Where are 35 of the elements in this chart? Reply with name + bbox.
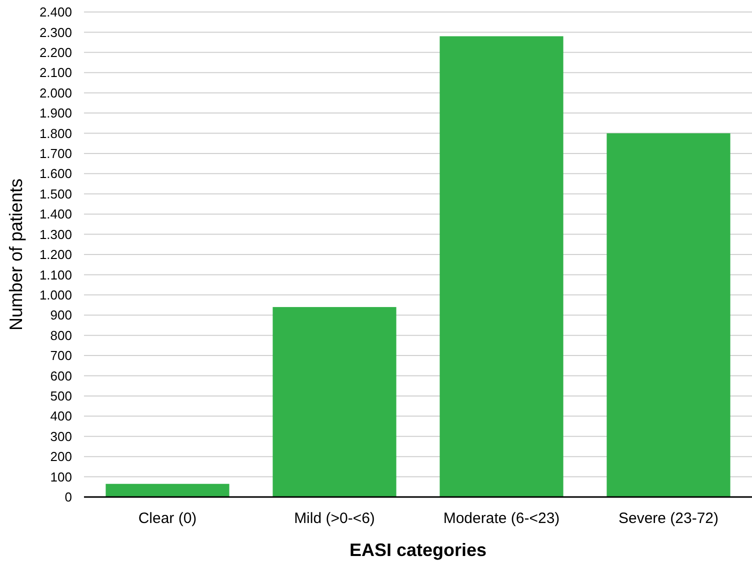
y-tick-label: 1.400 <box>39 206 72 222</box>
y-tick-label: 500 <box>50 388 72 404</box>
y-tick-label: 2.400 <box>39 4 72 20</box>
y-tick-label: 1.000 <box>39 287 72 302</box>
y-tick-label: 900 <box>50 308 72 323</box>
y-tick-label: 1.200 <box>39 247 72 262</box>
bar <box>272 307 396 497</box>
y-tick-label: 1.500 <box>39 186 72 202</box>
y-tick-label: 1.900 <box>39 106 72 121</box>
y-tick-label: 1.300 <box>39 226 72 242</box>
y-tick-label: 200 <box>50 449 72 464</box>
x-tick-label: Mild (>0-<6) <box>294 510 375 527</box>
y-tick-label: 1.800 <box>39 126 72 141</box>
y-tick-label: 800 <box>50 328 72 343</box>
x-tick-label: Clear (0) <box>138 510 197 527</box>
y-axis-title: Number of patients <box>6 178 26 331</box>
bar <box>606 133 730 497</box>
y-tick-label: 300 <box>50 428 72 444</box>
y-tick-label: 2.000 <box>39 85 72 100</box>
y-tick-label: 1.700 <box>39 146 72 162</box>
bar <box>440 36 564 497</box>
x-tick-label: Moderate (6-<23) <box>443 510 560 527</box>
y-tick-label: 600 <box>50 368 72 384</box>
y-tick-label: 2.200 <box>39 44 72 60</box>
y-tick-label: 2.100 <box>39 65 72 80</box>
x-tick-label: Severe (23-72) <box>618 510 719 527</box>
y-tick-label: 1.600 <box>39 166 72 182</box>
x-axis-title: EASI categories <box>349 540 487 560</box>
y-tick-label: 400 <box>50 408 72 424</box>
bar <box>106 484 230 497</box>
y-tick-label: 0 <box>64 490 72 505</box>
y-tick-label: 700 <box>50 348 72 364</box>
y-tick-label: 100 <box>50 469 72 484</box>
y-tick-label: 2.300 <box>39 24 72 40</box>
y-tick-label: 1.100 <box>39 267 72 282</box>
